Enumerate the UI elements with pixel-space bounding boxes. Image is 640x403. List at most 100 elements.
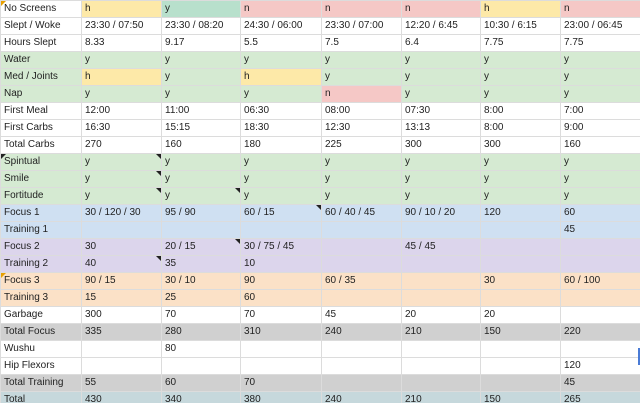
cell[interactable]: 35 — [161, 255, 241, 273]
row-label[interactable]: Focus 3 — [0, 272, 82, 290]
cell[interactable]: 55 — [81, 374, 162, 392]
cell[interactable]: 20 / 15 — [161, 238, 241, 256]
cell[interactable]: 07:30 — [401, 102, 481, 120]
cell[interactable]: 90 / 15 — [81, 272, 162, 290]
cell[interactable] — [560, 289, 640, 307]
cell[interactable]: y — [240, 153, 322, 171]
row-label[interactable]: Wushu — [0, 340, 82, 358]
row-label[interactable]: Slept / Woke — [0, 17, 82, 35]
cell[interactable]: 180 — [240, 136, 322, 154]
cell[interactable]: y — [401, 187, 481, 205]
cell[interactable]: 5.5 — [240, 34, 322, 52]
cell[interactable]: y — [321, 187, 402, 205]
cell[interactable]: y — [560, 51, 640, 69]
cell[interactable]: n — [560, 0, 640, 18]
cell[interactable] — [560, 255, 640, 273]
cell[interactable]: 6.4 — [401, 34, 481, 52]
row-label[interactable]: First Meal — [0, 102, 82, 120]
cell[interactable] — [560, 306, 640, 324]
cell[interactable]: y — [560, 68, 640, 86]
cell[interactable]: 45 — [321, 306, 402, 324]
cell[interactable] — [240, 340, 322, 358]
cell[interactable] — [401, 272, 481, 290]
cell[interactable]: 120 — [480, 204, 561, 222]
cell[interactable]: 23:30 / 07:50 — [81, 17, 162, 35]
row-label[interactable]: No Screens — [0, 0, 82, 18]
cell[interactable]: 210 — [401, 323, 481, 341]
cell[interactable]: 23:30 / 07:00 — [321, 17, 402, 35]
cell[interactable] — [401, 340, 481, 358]
cell[interactable]: y — [161, 51, 241, 69]
row-label[interactable]: Training 2 — [0, 255, 82, 273]
cell[interactable]: 18:30 — [240, 119, 322, 137]
cell[interactable]: 25 — [161, 289, 241, 307]
cell[interactable]: 7.5 — [321, 34, 402, 52]
cell[interactable]: y — [480, 85, 561, 103]
cell[interactable]: 300 — [480, 136, 561, 154]
cell[interactable] — [480, 374, 561, 392]
cell[interactable]: y — [321, 51, 402, 69]
cell[interactable]: 310 — [240, 323, 322, 341]
cell[interactable] — [81, 357, 162, 375]
cell[interactable] — [480, 238, 561, 256]
row-label[interactable]: Fortitude — [0, 187, 82, 205]
cell[interactable] — [321, 289, 402, 307]
cell[interactable] — [401, 255, 481, 273]
cell[interactable] — [560, 238, 640, 256]
cell[interactable]: 60 / 35 — [321, 272, 402, 290]
cell[interactable]: y — [240, 51, 322, 69]
cell[interactable]: y — [480, 170, 561, 188]
cell[interactable]: 23:30 / 08:20 — [161, 17, 241, 35]
cell[interactable]: y — [81, 153, 162, 171]
cell[interactable]: 90 / 10 / 20 — [401, 204, 481, 222]
cell[interactable]: 340 — [161, 391, 241, 403]
cell[interactable] — [321, 374, 402, 392]
cell[interactable]: y — [161, 170, 241, 188]
cell[interactable]: y — [480, 68, 561, 86]
row-label[interactable]: Total Carbs — [0, 136, 82, 154]
cell[interactable]: 7:00 — [560, 102, 640, 120]
cell[interactable]: 95 / 90 — [161, 204, 241, 222]
cell[interactable]: y — [401, 170, 481, 188]
cell[interactable]: 8:00 — [480, 102, 561, 120]
cell[interactable]: h — [81, 68, 162, 86]
cell[interactable]: 80 — [161, 340, 241, 358]
cell[interactable]: 7.75 — [560, 34, 640, 52]
cell[interactable]: h — [240, 68, 322, 86]
cell[interactable]: 11:00 — [161, 102, 241, 120]
cell[interactable]: 45 / 45 — [401, 238, 481, 256]
cell[interactable]: 9.17 — [161, 34, 241, 52]
cell[interactable]: 30 / 10 — [161, 272, 241, 290]
row-label[interactable]: Training 1 — [0, 221, 82, 239]
cell[interactable]: 160 — [161, 136, 241, 154]
cell[interactable]: 430 — [81, 391, 162, 403]
cell[interactable]: y — [161, 187, 241, 205]
cell[interactable]: 380 — [240, 391, 322, 403]
cell[interactable]: n — [401, 0, 481, 18]
cell[interactable]: y — [81, 85, 162, 103]
cell[interactable]: n — [321, 85, 402, 103]
cell[interactable]: y — [560, 85, 640, 103]
row-label[interactable]: Med / Joints — [0, 68, 82, 86]
cell[interactable]: 220 — [560, 323, 640, 341]
cell[interactable]: 8:00 — [480, 119, 561, 137]
cell[interactable]: n — [321, 0, 402, 18]
cell[interactable]: y — [240, 187, 322, 205]
row-label[interactable]: Total — [0, 391, 82, 403]
cell[interactable]: y — [401, 68, 481, 86]
row-label[interactable]: Focus 2 — [0, 238, 82, 256]
cell[interactable]: y — [161, 0, 241, 18]
cell[interactable]: 120 — [560, 357, 640, 375]
row-label[interactable]: Water — [0, 51, 82, 69]
cell[interactable]: h — [81, 0, 162, 18]
row-label[interactable]: Training 3 — [0, 289, 82, 307]
cell[interactable]: 60 / 15 — [240, 204, 322, 222]
cell[interactable]: 12:20 / 6:45 — [401, 17, 481, 35]
cell[interactable]: n — [240, 0, 322, 18]
cell[interactable]: y — [321, 170, 402, 188]
cell[interactable] — [321, 340, 402, 358]
cell[interactable]: 10 — [240, 255, 322, 273]
cell[interactable] — [480, 357, 561, 375]
cell[interactable]: 08:00 — [321, 102, 402, 120]
cell[interactable]: y — [401, 85, 481, 103]
